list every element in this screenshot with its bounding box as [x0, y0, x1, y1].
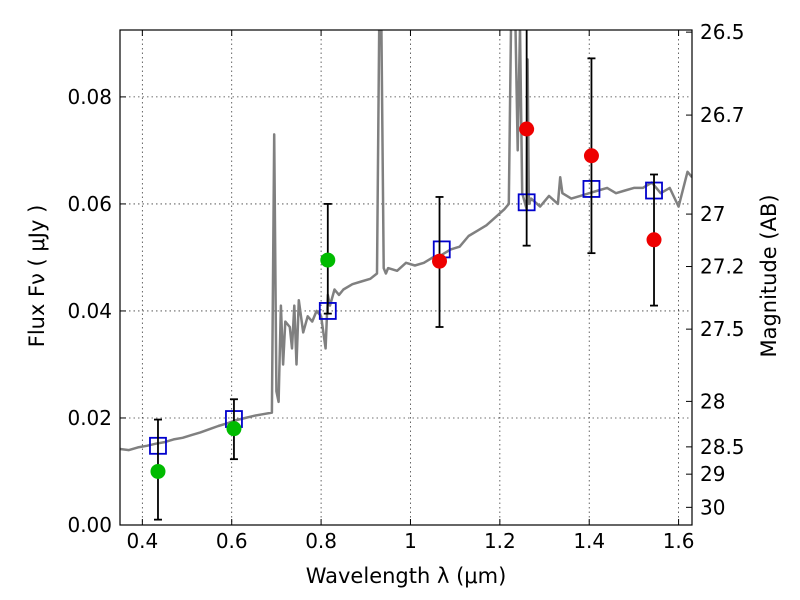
mag-tick-label: 28 — [700, 389, 725, 413]
mag-tick-label: 26.5 — [700, 20, 745, 44]
x-tick-label: 0.8 — [305, 529, 337, 553]
spectrum-line — [120, 30, 692, 452]
y2-axis-label: Magnitude (AB) — [757, 194, 781, 357]
x-tick-label: 1.6 — [663, 529, 695, 553]
mag-tick-label: 27.5 — [700, 317, 745, 341]
observed-flux-point — [583, 148, 599, 164]
y-tick-label: 0.04 — [67, 299, 112, 323]
observed-flux-point — [320, 252, 336, 268]
x-tick-label: 0.4 — [126, 529, 158, 553]
observed-flux-point — [432, 253, 448, 269]
y-tick-label: 0.00 — [67, 513, 112, 537]
spectrum-layer — [120, 30, 692, 452]
observed-flux-point — [150, 463, 166, 479]
mag-tick-label: 27.2 — [700, 255, 745, 279]
x-tick-label: 0.6 — [216, 529, 248, 553]
x-tick-label: 1 — [404, 529, 417, 553]
mag-tick-label: 27 — [700, 202, 725, 226]
y-tick-label: 0.08 — [67, 85, 112, 109]
mag-tick-label: 29 — [700, 462, 725, 486]
x-tick-label: 1.4 — [573, 529, 605, 553]
y-tick-label: 0.02 — [67, 406, 112, 430]
observed-flux-point — [226, 421, 242, 437]
x-tick-label: 1.2 — [484, 529, 516, 553]
x-axis-label: Wavelength λ (μm) — [306, 564, 507, 588]
observed-flux-point — [519, 121, 535, 137]
grid-layer — [120, 30, 692, 526]
mag-tick-label: 30 — [700, 495, 725, 519]
observed-flux-point — [646, 232, 662, 248]
y-axis-label: Flux Fν ( μJy ) — [25, 205, 49, 348]
points-layer — [149, 30, 663, 521]
plot-frame — [119, 29, 693, 526]
ticks-layer: 0.4 0.6 0.8 1 1.2 1.4 1.6 0.00 0.02 0.04 0.06 0.08 2… — [67, 20, 744, 553]
y-tick-label: 0.06 — [67, 192, 112, 216]
mag-tick-label: 26.7 — [700, 103, 745, 127]
mag-tick-label: 28.5 — [700, 435, 745, 459]
